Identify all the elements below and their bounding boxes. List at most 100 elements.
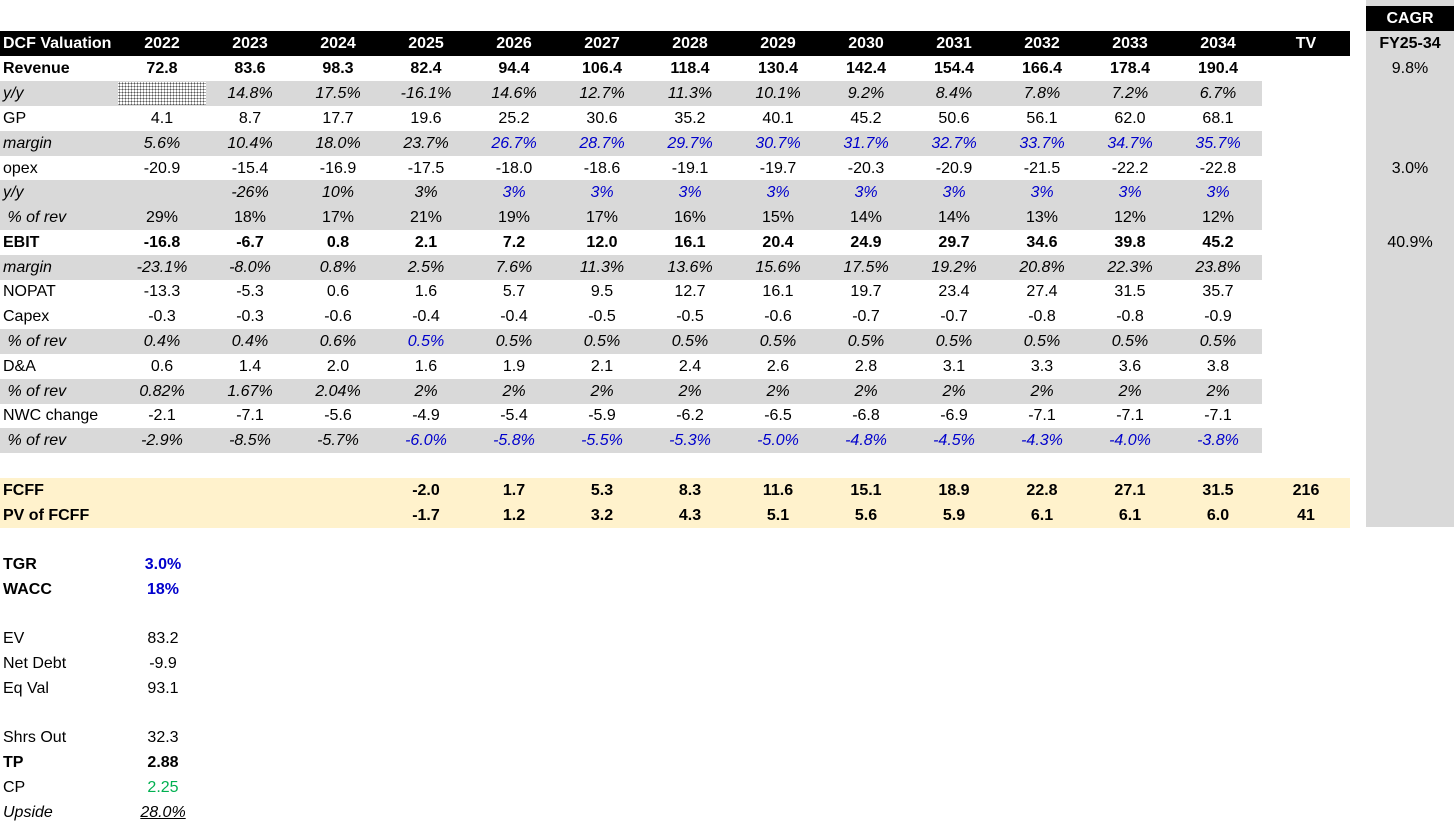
table-cell: 15.1 xyxy=(850,482,882,499)
revenue-cagr: 9.8% xyxy=(1391,60,1429,77)
table-cell xyxy=(206,503,294,528)
table-cell: 17.5% xyxy=(843,259,889,276)
wacc-label: WACC xyxy=(3,581,52,598)
eq-val-value: 93.1 xyxy=(147,680,179,697)
table-cell: -6.8 xyxy=(852,407,880,424)
cp-label: CP xyxy=(3,779,26,796)
table-cell: -21.5 xyxy=(1023,160,1061,177)
table-cell: 1.7 xyxy=(502,482,526,499)
nwc-pct-rev-label: % of rev xyxy=(3,432,67,449)
table-cell: 166.4 xyxy=(1021,60,1063,77)
da-pct-rev-row: % of rev 0.82% 1.67% 2.04% 2% 2% 2% 2% 2% 2% 2% 2% 2… xyxy=(0,379,1262,404)
table-cell: 3% xyxy=(766,184,790,201)
table-cell: -5.7% xyxy=(317,432,359,449)
table-cell: 1.6 xyxy=(414,283,438,300)
ebit-margin-row: margin -23.1% -8.0% 0.8% 2.5% 7.6% 11.3% 13.6% 1… xyxy=(0,255,1262,280)
table-cell: 178.4 xyxy=(1109,60,1151,77)
revenue-label: Revenue xyxy=(3,60,70,77)
ebit-label: EBIT xyxy=(3,234,40,251)
year-header: 2031 xyxy=(936,35,972,52)
opex-yoy-row: y/y -26% 10% 3% 3% 3% 3% 3% 3% 3% 3% 3% 3% xyxy=(0,180,1262,205)
table-cell: -2.9% xyxy=(141,432,183,449)
table-cell: 13.6% xyxy=(667,259,713,276)
table-cell: 3% xyxy=(1118,184,1142,201)
table-cell: -7.1 xyxy=(1116,407,1144,424)
shrs-out-label: Shrs Out xyxy=(3,729,67,746)
table-cell: 35.7 xyxy=(1202,283,1234,300)
table-cell: 3% xyxy=(502,184,526,201)
da-row: D&A 0.6 1.4 2.0 1.6 1.9 2.1 2.4 2.6 2.8 3.1 3.3 3.6 3… xyxy=(0,354,1262,379)
table-cell: 5.6% xyxy=(143,135,181,152)
table-cell: 30.7% xyxy=(755,135,801,152)
table-cell: 19.2% xyxy=(931,259,977,276)
table-cell: 2% xyxy=(942,383,966,400)
ebit-margin-label: margin xyxy=(3,259,52,276)
nwc-change-row: NWC change -2.1 -7.1 -5.6 -4.9 -5.4 -5.9 -6.2 -6… xyxy=(0,403,1262,428)
table-cell: 0.4% xyxy=(143,333,181,350)
year-header: 2028 xyxy=(672,35,708,52)
table-cell: 0.5% xyxy=(847,333,885,350)
table-cell: 2% xyxy=(414,383,438,400)
fcff-row: FCFF -2.0 1.7 5.3 8.3 11.6 15.1 18.9 22.8 27.1 31… xyxy=(0,478,1350,503)
table-cell: -4.5% xyxy=(933,432,975,449)
table-cell: 26.7% xyxy=(491,135,537,152)
table-cell: 23.4 xyxy=(938,283,970,300)
table-cell: 2% xyxy=(1206,383,1230,400)
table-cell: 3% xyxy=(590,184,614,201)
tp-label: TP xyxy=(3,754,24,771)
table-cell xyxy=(118,503,206,528)
table-cell: -4.8% xyxy=(845,432,887,449)
table-cell: 2.4 xyxy=(678,358,702,375)
table-cell: -16.8 xyxy=(143,234,181,251)
capex-cagr xyxy=(1366,304,1454,329)
table-cell: 3% xyxy=(1030,184,1054,201)
table-cell xyxy=(294,478,382,503)
table-cell: 3.3 xyxy=(1030,358,1054,375)
table-cell: 20.8% xyxy=(1019,259,1065,276)
table-cell: 16.1 xyxy=(674,234,706,251)
table-cell xyxy=(118,81,206,106)
table-cell: 30.6 xyxy=(586,110,618,127)
table-cell: 12% xyxy=(1113,209,1147,226)
revenue-yoy-label: y/y xyxy=(3,85,24,102)
table-cell: 29.7 xyxy=(938,234,970,251)
table-cell: 19.6 xyxy=(410,110,442,127)
table-cell xyxy=(118,478,206,503)
table-cell: -26% xyxy=(231,184,269,201)
table-cell: 0.6% xyxy=(319,333,357,350)
table-cell: -5.0% xyxy=(757,432,799,449)
table-cell: -18.6 xyxy=(583,160,621,177)
tgr-value: 3.0% xyxy=(144,556,182,573)
upside-value-text: 28.0% xyxy=(140,804,186,821)
table-cell: 0.4% xyxy=(231,333,269,350)
table-cell: 18% xyxy=(233,209,267,226)
table-cell: 0.5% xyxy=(583,333,621,350)
eq-val-label: Eq Val xyxy=(3,680,49,697)
revenue-yoy-row: y/y 14.8% 17.5% -16.1% 14.6% 12.7% 11.3% 10.1% 9… xyxy=(0,81,1262,106)
table-cell: 56.1 xyxy=(1026,110,1058,127)
table-cell: 20.4 xyxy=(762,234,794,251)
table-cell: -3.8% xyxy=(1197,432,1239,449)
table-cell: 0.5% xyxy=(935,333,973,350)
table-cell: -7.1 xyxy=(1028,407,1056,424)
table-cell: 106.4 xyxy=(581,60,623,77)
nwc-pct-rev-row: % of rev -2.9% -8.5% -5.7% -6.0% -5.8% -5.5% -5… xyxy=(0,428,1262,453)
table-cell: 142.4 xyxy=(845,60,887,77)
table-cell: 0.8% xyxy=(319,259,357,276)
table-cell: -0.8 xyxy=(1028,308,1056,325)
nopat-label: NOPAT xyxy=(3,283,56,300)
gp-cagr xyxy=(1366,106,1454,131)
year-header: 2024 xyxy=(320,35,356,52)
opex-row: opex -20.9 -15.4 -16.9 -17.5 -18.0 -18.6 -19.1 -… xyxy=(0,156,1262,181)
table-cell: 4.1 xyxy=(150,110,174,127)
capex-row: Capex -0.3 -0.3 -0.6 -0.4 -0.4 -0.5 -0.5 -0.6 -0.… xyxy=(0,304,1262,329)
year-header: 2032 xyxy=(1024,35,1060,52)
table-cell: 7.2% xyxy=(1111,85,1149,102)
table-cell: 5.1 xyxy=(766,507,790,524)
table-cell: 24.9 xyxy=(850,234,882,251)
opex-pct-rev-row: % of rev 29% 18% 17% 21% 19% 17% 16% 15% 14% 14% 13… xyxy=(0,205,1262,230)
table-cell: 15.6% xyxy=(755,259,801,276)
table-cell: 31.7% xyxy=(843,135,889,152)
table-title: DCF Valuation xyxy=(3,35,112,52)
nwc-pct-rev-cagr xyxy=(1366,428,1454,453)
